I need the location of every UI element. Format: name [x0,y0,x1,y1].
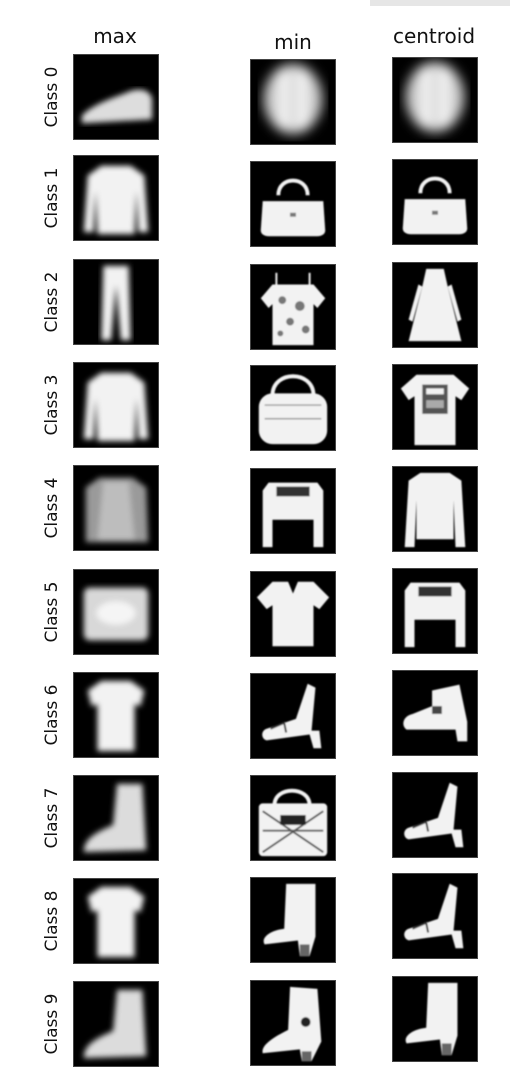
tile-class-5-min [250,571,336,657]
crop-top-icon [404,582,466,648]
tile-class-6-max [73,672,159,758]
tile-class-9-min [250,980,336,1066]
tile-class-2-centroid [392,262,478,348]
tile-class-2-max [73,259,159,345]
column-title-centroid: centroid [392,24,476,48]
sneaker-mean-icon [81,89,153,124]
column-title-min: min [274,30,312,54]
row-label-text: Class 8 [42,890,62,952]
tall-boot-icon [405,982,458,1056]
tile-class-3-min [250,365,336,451]
vneck-tshirt-icon [256,581,330,647]
tile-class-1-max [73,155,159,241]
tile-class-9-max [73,981,159,1067]
graphic-tshirt-icon [400,374,470,446]
floral-top-icon [260,272,326,346]
tile-class-8-max [73,878,159,964]
tile-class-2-min [250,264,336,350]
handbag-icon [402,176,468,235]
long-sleeve-mean-icon [83,372,149,442]
shirt-mean-icon [87,680,145,752]
heel-boot-icon [262,986,322,1062]
long-sleeve-mean-icon [83,165,149,235]
trouser-mean-icon [101,265,131,341]
tile-class-7-max [73,775,159,861]
tile-class-1-min [250,161,336,247]
tile-class-7-centroid [392,772,478,858]
round-bag-icon [258,374,328,445]
row-label-text: Class 3 [42,374,62,436]
tile-class-1-centroid [392,159,478,245]
tile-class-0-centroid [392,57,478,143]
heel-sandal-icon [262,683,322,749]
tile-class-4-centroid [392,466,478,552]
row-label-text: Class 5 [42,581,62,643]
tile-class-4-min [250,468,336,554]
bag-mean-icon [83,587,149,641]
dress-icon [408,268,462,342]
heel-sandal-icon [404,883,464,949]
row-label-text: Class 0 [42,66,62,128]
boot-mean-icon [83,783,147,853]
column-title-max: max [93,24,137,48]
boot-mean-icon [83,989,147,1059]
row-label-text: Class 2 [42,271,62,333]
top-edge-bar [370,0,510,6]
blob-mean-icon [263,63,323,135]
pullover-mean-icon [85,477,149,543]
tile-class-0-min [250,59,336,145]
tile-class-9-centroid [392,976,478,1062]
tall-boot-icon [263,883,316,957]
tile-class-5-max [73,569,159,655]
ankle-boot-icon [403,684,468,742]
heel-sandal-icon [404,782,464,848]
tile-class-5-centroid [392,568,478,654]
tile-class-3-max [73,362,159,448]
patterned-bag-icon [258,788,328,857]
tile-class-7-min [250,775,336,861]
handbag-icon [260,178,326,237]
tile-class-4-max [73,465,159,551]
blob-mean-icon [405,61,465,133]
row-label-text: Class 4 [42,477,62,539]
row-label-text: Class 7 [42,787,62,849]
tile-class-6-min [250,673,336,759]
long-sleeve-icon [404,472,466,548]
shirt-mean-icon [87,886,145,958]
tile-class-3-centroid [392,364,478,450]
tile-class-8-centroid [392,873,478,959]
row-label-text: Class 1 [42,167,62,229]
row-label-text: Class 9 [42,993,62,1055]
tile-class-8-min [250,877,336,963]
tile-class-6-centroid [392,670,478,756]
tile-class-0-max [73,54,159,140]
crop-top-icon [262,482,324,548]
row-label-text: Class 6 [42,684,62,746]
